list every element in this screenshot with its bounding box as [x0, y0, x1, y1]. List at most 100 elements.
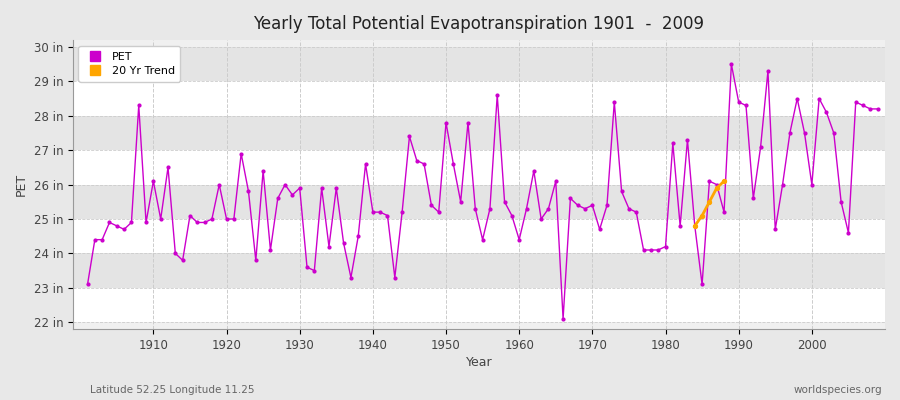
Point	[753, 144, 768, 150]
Point	[688, 223, 702, 229]
Point	[248, 257, 263, 264]
Bar	[73, 185, 885, 219]
Point	[702, 178, 716, 184]
Point	[307, 268, 321, 274]
Point	[585, 202, 599, 208]
Point	[183, 212, 197, 219]
Point	[388, 274, 402, 281]
Point	[285, 192, 300, 198]
Point	[812, 95, 826, 102]
Point	[651, 247, 665, 253]
X-axis label: Year: Year	[465, 356, 492, 369]
Point	[790, 95, 805, 102]
Point	[358, 161, 373, 167]
Point	[168, 250, 183, 257]
Point	[571, 202, 585, 208]
Point	[636, 247, 651, 253]
Point	[300, 264, 314, 270]
Point	[666, 140, 680, 146]
Point	[863, 106, 878, 112]
Point	[716, 178, 731, 184]
Point	[519, 206, 534, 212]
Point	[739, 102, 753, 109]
Point	[176, 257, 190, 264]
Point	[80, 281, 94, 288]
Point	[402, 133, 417, 140]
Point	[644, 247, 658, 253]
Point	[454, 199, 468, 205]
Point	[110, 223, 124, 229]
Y-axis label: PET: PET	[15, 173, 28, 196]
Point	[212, 182, 227, 188]
Text: worldspecies.org: worldspecies.org	[794, 385, 882, 395]
Point	[658, 243, 672, 250]
Point	[365, 209, 380, 215]
Point	[329, 185, 344, 191]
Point	[826, 130, 841, 136]
Point	[856, 102, 870, 109]
Point	[709, 185, 724, 191]
Bar	[73, 254, 885, 288]
Bar	[73, 288, 885, 322]
Point	[124, 219, 139, 226]
Point	[482, 206, 497, 212]
Bar	[73, 219, 885, 254]
Point	[117, 226, 131, 232]
Point	[131, 102, 146, 109]
Point	[351, 233, 365, 240]
Point	[578, 206, 592, 212]
Point	[373, 209, 387, 215]
Point	[592, 226, 607, 232]
Point	[314, 185, 328, 191]
Point	[716, 209, 731, 215]
Legend: PET, 20 Yr Trend: PET, 20 Yr Trend	[78, 46, 181, 82]
Point	[271, 195, 285, 202]
Point	[439, 120, 454, 126]
Point	[746, 195, 760, 202]
Point	[622, 206, 636, 212]
Bar	[73, 47, 885, 81]
Point	[139, 219, 153, 226]
Point	[680, 137, 695, 143]
Point	[819, 109, 833, 116]
Point	[673, 223, 688, 229]
Point	[490, 92, 504, 98]
Point	[760, 68, 775, 74]
Bar	[73, 116, 885, 150]
Point	[344, 274, 358, 281]
Point	[337, 240, 351, 246]
Point	[381, 212, 395, 219]
Point	[161, 164, 176, 171]
Point	[549, 178, 563, 184]
Point	[468, 206, 482, 212]
Point	[263, 247, 277, 253]
Point	[446, 161, 461, 167]
Point	[776, 182, 790, 188]
Point	[724, 61, 739, 67]
Point	[849, 99, 863, 105]
Point	[629, 209, 643, 215]
Point	[556, 316, 571, 322]
Point	[526, 168, 541, 174]
Point	[842, 230, 856, 236]
Point	[695, 281, 709, 288]
Point	[615, 188, 629, 195]
Point	[709, 182, 724, 188]
Point	[563, 195, 578, 202]
Point	[395, 209, 410, 215]
Point	[154, 216, 168, 222]
Point	[498, 199, 512, 205]
Point	[424, 202, 438, 208]
Point	[505, 212, 519, 219]
Point	[197, 219, 211, 226]
Point	[702, 199, 716, 205]
Point	[234, 150, 248, 157]
Point	[541, 206, 555, 212]
Point	[103, 219, 117, 226]
Point	[220, 216, 234, 222]
Title: Yearly Total Potential Evapotranspiration 1901  -  2009: Yearly Total Potential Evapotranspiratio…	[254, 15, 705, 33]
Point	[475, 236, 490, 243]
Point	[241, 188, 256, 195]
Text: Latitude 52.25 Longitude 11.25: Latitude 52.25 Longitude 11.25	[90, 385, 255, 395]
Bar	[73, 150, 885, 185]
